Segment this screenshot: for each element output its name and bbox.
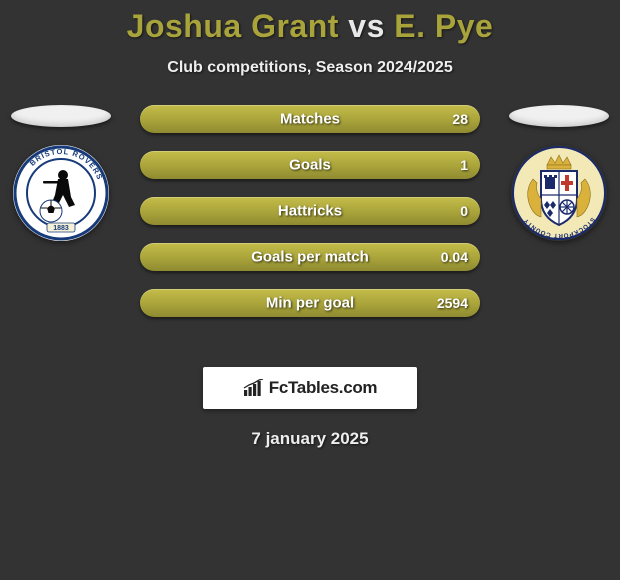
comparison-title: Joshua Grant vs E. Pye [0,0,620,45]
stat-value-b: 28 [452,111,468,127]
comparison-content: BRISTOL ROVERS 1883 STOCKPORT COUNTY [0,105,620,345]
stat-value-b: 0 [460,203,468,219]
stat-label: Matches [280,111,340,128]
stat-bar: Goals per match 0.04 [140,243,480,271]
stats-bars: Matches 28 Goals 1 Hattricks 0 Goals per match… [140,105,480,317]
stat-label: Min per goal [266,295,354,312]
stat-bar: Min per goal 2594 [140,289,480,317]
team-right-slot: STOCKPORT COUNTY [504,105,614,241]
competition-subtitle: Club competitions, Season 2024/2025 [0,59,620,77]
team-right-crest: STOCKPORT COUNTY [511,145,607,241]
player-a-name: Joshua Grant [127,8,339,44]
svg-text:1883: 1883 [53,225,69,232]
stat-bar: Hattricks 0 [140,197,480,225]
snapshot-date: 7 january 2025 [0,429,620,449]
player-b-name: E. Pye [394,8,493,44]
fctables-logo: FcTables.com [203,367,417,409]
vs-label: vs [348,8,385,44]
stat-value-b: 1 [460,157,468,173]
flag-oval-right [509,105,609,127]
stat-label: Goals [289,157,331,174]
stat-bar: Matches 28 [140,105,480,133]
stat-label: Goals per match [251,249,369,266]
chart-icon [243,379,265,397]
stat-value-b: 0.04 [441,249,468,265]
stat-label: Hattricks [278,203,342,220]
stat-bar: Goals 1 [140,151,480,179]
team-left-slot: BRISTOL ROVERS 1883 [6,105,116,241]
stat-value-b: 2594 [437,295,468,311]
fctables-logo-text: FcTables.com [269,378,378,398]
team-left-crest: BRISTOL ROVERS 1883 [13,145,109,241]
flag-oval-left [11,105,111,127]
